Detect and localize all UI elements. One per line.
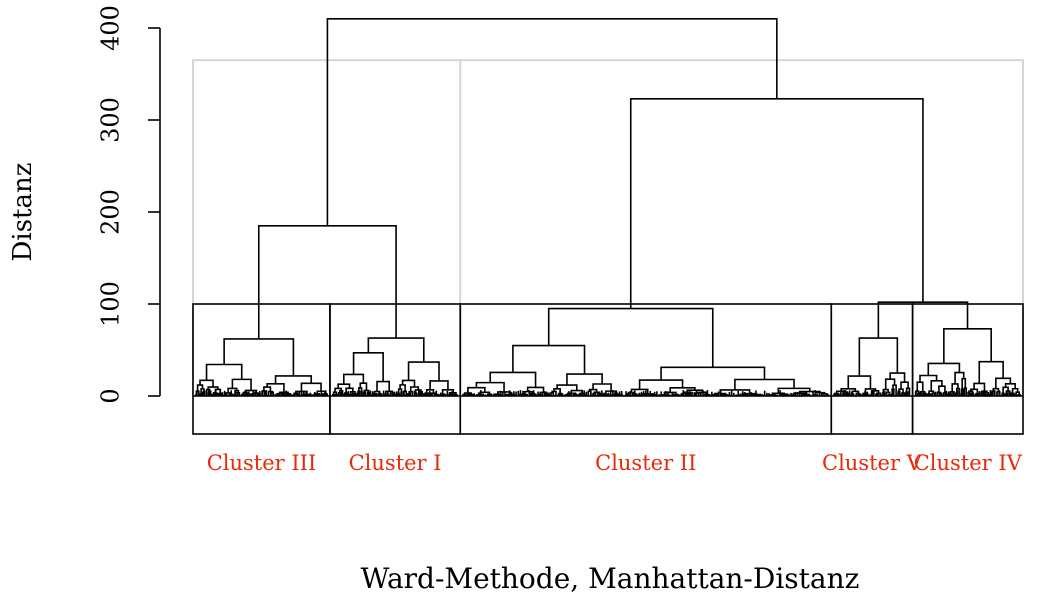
- dendrogram-link: [884, 378, 896, 390]
- dendrogram-link: [300, 382, 322, 392]
- dendrogram-link: [266, 382, 285, 393]
- dendrogram-link: [376, 380, 391, 392]
- cluster-label: Cluster III: [207, 451, 317, 475]
- dendrogram-link: [588, 388, 598, 393]
- dendrogram-link: [409, 386, 420, 392]
- dendrogram-link: [885, 391, 891, 396]
- dendrogram-link: [345, 387, 354, 393]
- dendrogram-link: [227, 387, 238, 393]
- y-tick-label: 200: [97, 189, 125, 235]
- dendrogram-link: [337, 383, 351, 389]
- dendrogram-link: [244, 389, 258, 394]
- dendrogram-link: [399, 384, 406, 392]
- dendrogram-link: [973, 382, 986, 392]
- dendrogram-link: [526, 386, 545, 393]
- dendrogram-link: [414, 389, 422, 394]
- y-tick-label: 300: [97, 97, 125, 143]
- dendrogram-link: [407, 361, 440, 381]
- cluster-box: [911, 303, 1024, 435]
- dendrogram-link: [338, 389, 344, 396]
- dendrogram-link: [359, 382, 368, 391]
- dendrogram-link: [223, 338, 295, 376]
- dendrogram-link: [734, 378, 795, 390]
- dendrogram-link: [207, 386, 219, 390]
- dendrogram-link: [961, 377, 967, 390]
- dendrogram-link: [1004, 383, 1016, 389]
- cluster-box: [830, 303, 914, 435]
- dendrogram-link: [992, 387, 1000, 392]
- dendrogram-link: [858, 337, 899, 377]
- cluster-label: Cluster II: [595, 451, 696, 475]
- dendrogram-link: [257, 225, 397, 339]
- y-tick-label: 0: [97, 388, 125, 403]
- dendrogram-link: [777, 387, 811, 394]
- upper-cut-rect: [192, 59, 1024, 397]
- dendrogram-links: [195, 18, 1021, 397]
- dendrogram-link: [916, 381, 924, 392]
- dendrogram-link: [512, 344, 586, 375]
- dendrogram-link: [920, 390, 926, 394]
- dendrogram-link: [302, 393, 312, 396]
- cluster-label: Cluster IV: [914, 451, 1023, 475]
- dendrogram-link: [205, 363, 243, 381]
- dendrogram-link: [847, 375, 872, 389]
- dendrogram-link: [367, 337, 425, 363]
- dendrogram-link: [467, 386, 486, 394]
- cluster-boxes: [192, 303, 1024, 435]
- dendrogram-link: [326, 18, 778, 226]
- dendrogram-link: [1015, 391, 1020, 396]
- dendrogram-link: [352, 351, 384, 382]
- dendrogram-link: [231, 378, 252, 391]
- y-tick-label: 100: [97, 281, 125, 327]
- cluster-box: [192, 303, 331, 435]
- dendrogram-link: [429, 380, 449, 390]
- cluster-box: [329, 303, 462, 435]
- dendrogram-link: [630, 388, 649, 394]
- dendrogram-link: [522, 390, 534, 395]
- y-tick-label: 400: [97, 5, 125, 51]
- dendrogram-link: [196, 384, 204, 392]
- dendrogram-link: [889, 372, 906, 383]
- dendrogram-link: [489, 371, 537, 388]
- dendrogram-link: [877, 301, 969, 339]
- x-axis-label: Ward-Methode, Manhattan-Distanz: [361, 562, 860, 595]
- dendrogram-link: [236, 391, 241, 396]
- cluster-labels: Cluster III Cluster I Cluster II Cluster VC…: [207, 451, 1023, 475]
- dendrogram-link: [943, 328, 992, 364]
- dendrogram-link: [332, 391, 338, 396]
- cluster-box: [459, 303, 833, 435]
- dendrogram-link: [669, 387, 696, 393]
- dendrogram-link: [995, 377, 1012, 389]
- dendrogram-link: [660, 366, 766, 381]
- y-axis: 0 100 200 300 400: [97, 5, 161, 404]
- y-axis-label: Distanz: [8, 163, 38, 262]
- dendrogram-link: [497, 391, 512, 395]
- dendrogram-link: [978, 360, 1004, 384]
- dendrogram-link: [963, 387, 968, 396]
- dendrogram-link: [629, 98, 924, 309]
- dendrogram-link: [274, 375, 313, 384]
- dendrogram-link: [951, 383, 959, 392]
- dendrogram-link: [547, 307, 714, 368]
- upper-cut-box: [192, 59, 1024, 397]
- dendrogram-link: [343, 373, 365, 385]
- cluster-label: Cluster I: [349, 451, 442, 475]
- cluster-label: Cluster V: [822, 451, 923, 475]
